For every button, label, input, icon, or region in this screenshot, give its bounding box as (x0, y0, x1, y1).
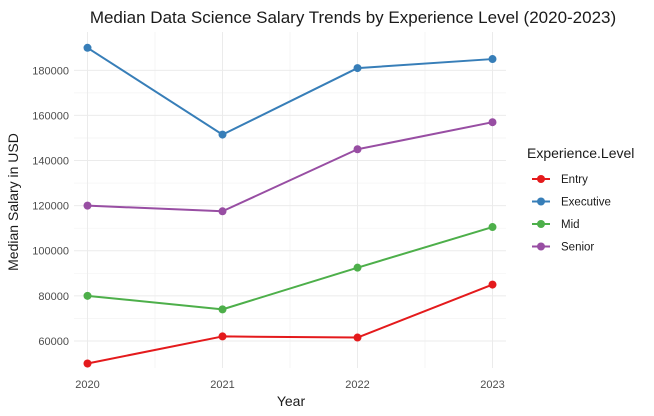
data-point-executive (83, 43, 92, 52)
legend-key-point (537, 197, 545, 206)
y-tick-label: 60000 (38, 336, 69, 348)
x-axis-title: Year (277, 393, 306, 409)
data-point-mid (353, 263, 362, 272)
legend: Experience.Level Entry Executive Mid Senior (527, 145, 634, 254)
series-entry (83, 280, 497, 368)
legend-item-executive: Executive (532, 197, 611, 209)
series-line-senior (87, 121, 493, 213)
series-line-entry (87, 283, 493, 365)
legend-label: Entry (561, 174, 588, 186)
legend-key-point (537, 242, 545, 251)
data-point-executive (218, 130, 227, 139)
x-tick-label: 2021 (210, 379, 234, 391)
y-axis-title: Median Salary in USD (5, 133, 21, 271)
series-lines (83, 43, 497, 368)
legend-title: Experience.Level (527, 145, 634, 161)
y-tick-label: 120000 (32, 201, 69, 213)
series-executive (83, 43, 497, 139)
data-point-senior (218, 207, 227, 216)
data-point-executive (353, 64, 362, 73)
legend-item-mid: Mid (532, 219, 580, 231)
legend-label: Executive (561, 197, 611, 209)
data-point-entry (488, 280, 497, 289)
y-tick-label: 180000 (32, 65, 69, 77)
series-mid (83, 223, 497, 314)
x-axis-ticks: 2020 2021 2022 2023 (75, 379, 504, 391)
data-point-mid (83, 291, 92, 300)
legend-key-point (537, 175, 545, 183)
y-tick-label: 80000 (38, 291, 69, 303)
chart-title: Median Data Science Salary Trends by Exp… (90, 8, 616, 27)
series-line-executive (86, 46, 493, 136)
legend-label: Mid (561, 219, 580, 231)
legend-label: Senior (561, 242, 594, 254)
y-tick-label: 140000 (32, 156, 69, 168)
data-point-entry (218, 332, 227, 341)
legend-key-point (537, 220, 545, 228)
y-tick-label: 100000 (32, 246, 69, 258)
x-tick-label: 2023 (480, 379, 504, 391)
data-point-mid (488, 223, 497, 232)
data-point-senior (83, 201, 92, 210)
legend-item-entry: Entry (532, 174, 588, 186)
y-axis-ticks: 60000 80000 100000 120000 140000 160000 180000 (32, 65, 69, 348)
data-point-entry (353, 333, 362, 342)
x-tick-label: 2022 (345, 379, 369, 391)
grid (74, 32, 506, 368)
data-point-senior (488, 118, 497, 127)
data-point-mid (218, 305, 227, 314)
data-point-entry (83, 359, 92, 368)
data-point-executive (488, 55, 497, 64)
x-tick-label: 2020 (75, 379, 99, 391)
series-senior (83, 118, 497, 216)
data-point-senior (353, 145, 362, 154)
legend-item-senior: Senior (532, 242, 594, 254)
y-tick-label: 160000 (32, 110, 69, 122)
series-line-mid (87, 226, 493, 311)
